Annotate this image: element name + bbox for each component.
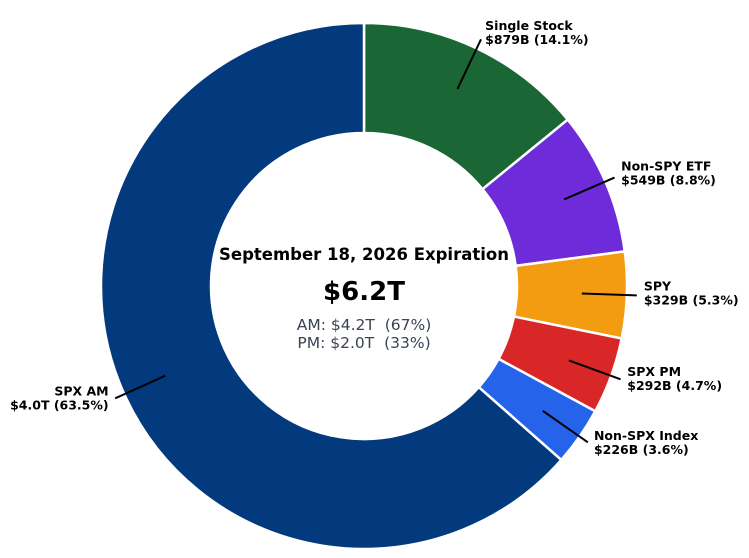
label-name-spx-pm: SPX PM bbox=[627, 364, 681, 379]
label-name-spx-am: SPX AM bbox=[54, 383, 108, 398]
slice-labels: Single Stock $879B (14.1%) Non-SPY ETF $549… bbox=[10, 18, 738, 457]
label-value-non-spx-index: $226B (3.6%) bbox=[594, 442, 689, 457]
leader-non-spy-etf bbox=[563, 176, 615, 201]
label-name-single-stock: Single Stock bbox=[485, 18, 573, 33]
label-name-non-spy-etf: Non-SPY ETF bbox=[621, 159, 711, 174]
leader-non-spx-index bbox=[542, 409, 589, 444]
label-value-spx-pm: $292B (4.7%) bbox=[627, 378, 722, 393]
leader-spx-am bbox=[114, 374, 166, 400]
leader-spy bbox=[581, 292, 637, 297]
label-value-spx-am: $4.0T (63.5%) bbox=[10, 397, 109, 412]
label-name-non-spx-index: Non-SPX Index bbox=[594, 428, 698, 443]
label-leader-lines bbox=[114, 38, 637, 444]
label-spx-am: SPX AM $4.0T (63.5%) bbox=[10, 383, 109, 412]
leader-spx-pm bbox=[568, 359, 621, 381]
label-value-single-stock: $879B (14.1%) bbox=[485, 32, 588, 47]
label-non-spx-index: Non-SPX Index $226B (3.6%) bbox=[594, 428, 698, 457]
leader-single-stock bbox=[456, 38, 482, 90]
donut-slices bbox=[99, 21, 629, 551]
chart-title: September 18, 2026 Expiration bbox=[219, 245, 509, 264]
label-value-spy: $329B (5.3%) bbox=[644, 293, 739, 308]
label-single-stock: Single Stock $879B (14.1%) bbox=[485, 18, 588, 47]
label-spx-pm: SPX PM $292B (4.7%) bbox=[627, 364, 722, 393]
am-split: AM: $4.2T (67%) bbox=[297, 316, 432, 334]
center-annotation: September 18, 2026 Expiration $6.2T AM: … bbox=[219, 245, 509, 352]
slice-spx-am bbox=[99, 21, 564, 551]
label-name-spy: SPY bbox=[644, 279, 672, 294]
label-non-spy-etf: Non-SPY ETF $549B (8.8%) bbox=[621, 159, 716, 188]
pm-split: PM: $2.0T (33%) bbox=[297, 334, 430, 352]
total-value: $6.2T bbox=[323, 277, 405, 307]
label-value-non-spy-etf: $549B (8.8%) bbox=[621, 173, 716, 188]
label-spy: SPY $329B (5.3%) bbox=[644, 279, 739, 308]
